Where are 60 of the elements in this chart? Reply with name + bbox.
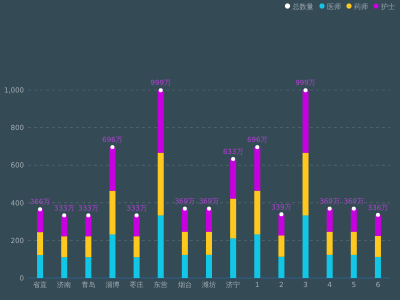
point [134,213,139,218]
bar [85,236,92,258]
point [376,212,380,217]
point [328,206,332,211]
bar [109,147,116,191]
bar [134,236,140,258]
bar [206,232,212,255]
bar [350,254,357,278]
bar [182,232,188,255]
point [207,206,211,211]
point [231,156,236,161]
bar [254,234,260,278]
point [352,206,356,211]
point [182,206,187,211]
bar [302,152,309,216]
bar [61,215,68,236]
bar [230,238,236,278]
bar [37,232,44,256]
bar [109,190,116,234]
bar [158,215,164,278]
bar [374,256,381,278]
bar [85,215,92,236]
bar [326,208,333,232]
bar [134,215,140,236]
bar [278,256,284,278]
bar [206,254,212,278]
bar [374,214,381,236]
point [279,212,284,216]
bar [278,214,284,236]
point [158,88,163,92]
bar [158,152,164,216]
bar [326,254,333,278]
bar [254,147,260,191]
bar [206,208,212,232]
bar [254,190,260,234]
bar [326,232,333,255]
bar [302,215,309,278]
bar [134,257,140,278]
bar [350,208,357,232]
bar [278,236,284,257]
point [110,145,114,150]
bar [37,209,44,232]
bar [182,208,188,232]
bar [61,236,68,258]
bar [230,158,236,199]
bar [61,257,68,278]
point [255,145,260,150]
bar [109,234,116,278]
bar [182,254,188,278]
bar [85,257,92,278]
bar [230,198,236,238]
bar [302,90,309,153]
point [62,213,66,218]
bar [350,232,357,255]
bar [37,255,44,278]
point [304,88,308,92]
point [86,213,90,218]
bar [374,236,381,257]
bar [158,90,164,153]
point [38,207,42,212]
